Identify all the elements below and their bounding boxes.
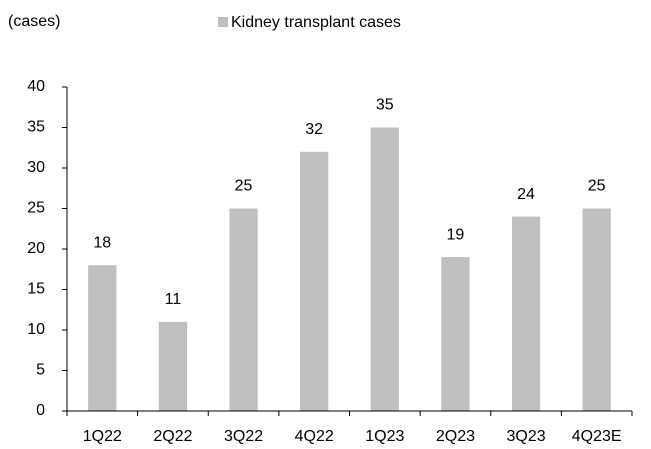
bar — [582, 208, 611, 411]
bar — [88, 265, 117, 411]
bar — [441, 257, 470, 411]
y-tick-label: 35 — [27, 119, 45, 136]
bar — [511, 216, 541, 411]
data-label: 35 — [376, 97, 394, 114]
data-label: 19 — [447, 226, 465, 243]
x-tick-label: 4Q22 — [295, 428, 334, 445]
y-axis-label: (cases) — [8, 13, 60, 30]
bar — [300, 151, 329, 412]
data-label: 32 — [305, 121, 323, 138]
y-tick-label: 10 — [27, 321, 45, 338]
x-tick-label: 3Q23 — [506, 428, 545, 445]
x-tick-label: 1Q23 — [365, 428, 404, 445]
y-tick-label: 20 — [27, 240, 45, 257]
data-label: 11 — [165, 291, 182, 308]
data-label: 24 — [517, 186, 535, 203]
x-tick-label: 3Q22 — [224, 428, 263, 445]
x-tick-label: 2Q22 — [153, 428, 192, 445]
y-tick-label: 40 — [27, 78, 45, 95]
y-tick-label: 15 — [27, 281, 45, 298]
legend-swatch — [218, 17, 228, 27]
x-tick-label: 4Q23E — [572, 428, 622, 445]
data-label: 25 — [235, 178, 253, 195]
legend-label: Kidney transplant cases — [231, 14, 401, 31]
x-tick-label: 1Q22 — [83, 428, 122, 445]
y-tick-label: 30 — [27, 159, 45, 176]
data-label: 18 — [93, 234, 111, 251]
data-label: 25 — [588, 178, 606, 195]
x-tick-label: 2Q23 — [436, 428, 475, 445]
bar — [370, 127, 399, 411]
y-tick-label: 0 — [36, 402, 45, 419]
bar — [229, 208, 258, 411]
y-tick-label: 5 — [36, 362, 45, 379]
bar — [158, 321, 188, 411]
y-tick-label: 25 — [27, 200, 45, 217]
